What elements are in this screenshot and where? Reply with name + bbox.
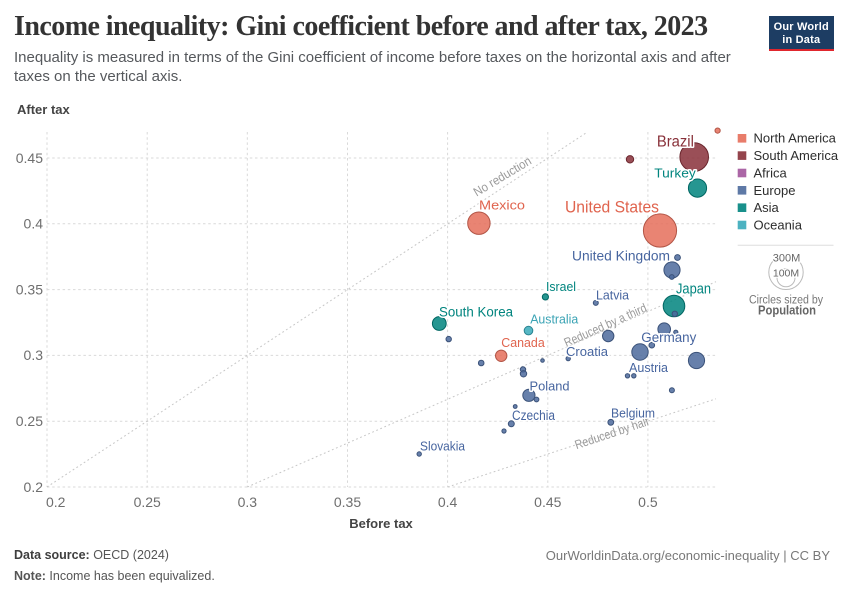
svg-text:Circles sized by: Circles sized by	[749, 293, 824, 307]
svg-text:0.3: 0.3	[24, 347, 44, 363]
svg-text:Europe: Europe	[754, 183, 796, 198]
svg-text:Croatia: Croatia	[566, 345, 608, 359]
svg-text:Brazil: Brazil	[657, 133, 694, 150]
svg-text:0.25: 0.25	[16, 413, 43, 429]
svg-text:Japan: Japan	[676, 281, 711, 298]
svg-text:United Kingdom: United Kingdom	[572, 248, 670, 263]
svg-text:300M: 300M	[773, 253, 801, 265]
svg-text:Population: Population	[758, 303, 816, 318]
svg-text:North America: North America	[754, 131, 837, 146]
svg-text:Asia: Asia	[754, 200, 780, 215]
svg-text:Belgium: Belgium	[611, 406, 655, 420]
svg-text:Australia: Australia	[530, 312, 579, 327]
svg-text:Czechia: Czechia	[512, 408, 555, 423]
svg-text:0.3: 0.3	[238, 494, 258, 510]
svg-text:Oceania: Oceania	[754, 217, 803, 232]
svg-text:Mexico: Mexico	[479, 198, 525, 213]
svg-text:Germany: Germany	[641, 330, 696, 345]
svg-text:0.35: 0.35	[334, 494, 361, 510]
svg-text:0.45: 0.45	[16, 150, 43, 166]
svg-text:0.2: 0.2	[46, 494, 66, 510]
svg-text:0.25: 0.25	[134, 494, 161, 510]
svg-text:Before tax: Before tax	[349, 516, 413, 531]
svg-text:No reduction: No reduction	[471, 154, 534, 200]
svg-text:Africa: Africa	[754, 165, 788, 180]
svg-text:After tax: After tax	[17, 102, 71, 117]
svg-text:Israel: Israel	[546, 280, 576, 294]
svg-text:Latvia: Latvia	[596, 288, 629, 302]
svg-text:United States: United States	[565, 198, 659, 217]
svg-text:Canada: Canada	[501, 335, 545, 350]
svg-text:0.45: 0.45	[534, 494, 561, 510]
svg-text:South America: South America	[754, 148, 839, 163]
svg-text:Turkey: Turkey	[654, 165, 696, 180]
svg-text:0.4: 0.4	[438, 494, 458, 510]
svg-text:0.35: 0.35	[16, 281, 43, 297]
svg-text:100M: 100M	[773, 268, 799, 280]
svg-text:South Korea: South Korea	[439, 304, 513, 319]
svg-text:0.5: 0.5	[638, 494, 658, 510]
svg-text:0.2: 0.2	[24, 479, 44, 495]
svg-text:0.4: 0.4	[24, 216, 44, 232]
svg-text:Poland: Poland	[530, 379, 570, 394]
svg-text:Slovakia: Slovakia	[420, 439, 465, 453]
svg-text:Austria: Austria	[629, 361, 668, 375]
